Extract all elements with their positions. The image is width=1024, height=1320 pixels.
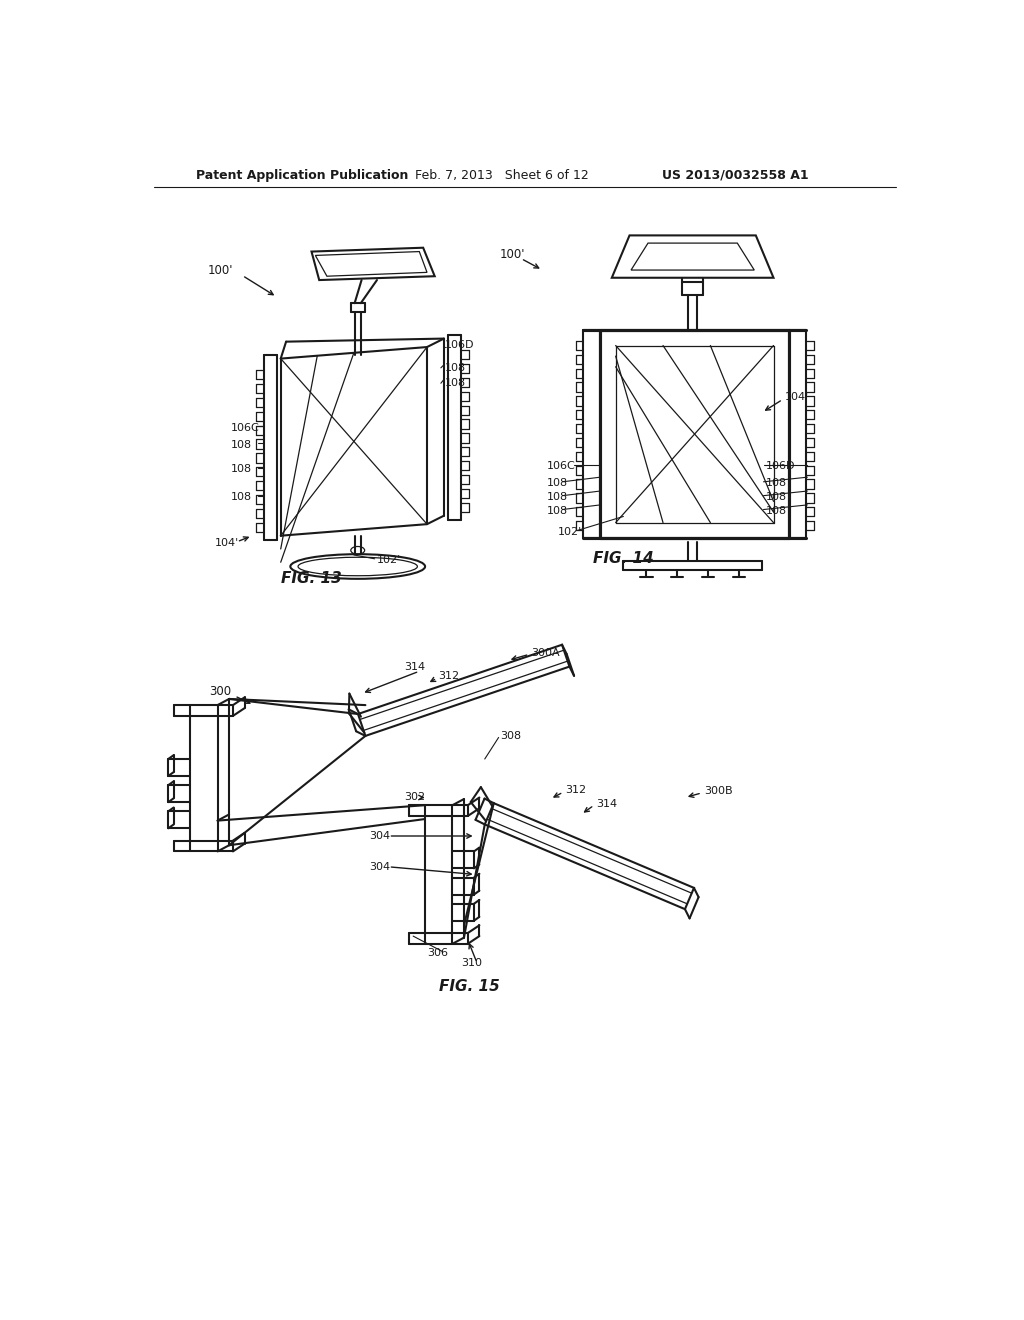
Text: FIG. 13: FIG. 13 — [281, 570, 341, 586]
Text: 108: 108 — [230, 465, 252, 474]
Text: 108: 108 — [444, 379, 466, 388]
Text: FIG. 15: FIG. 15 — [439, 978, 500, 994]
Text: 108: 108 — [547, 478, 567, 488]
Text: 100': 100' — [500, 248, 525, 261]
Text: FIG. 14: FIG. 14 — [593, 552, 653, 566]
Text: 102': 102' — [377, 556, 401, 565]
Text: 108: 108 — [766, 492, 786, 502]
Text: 312: 312 — [565, 785, 587, 795]
Text: 108: 108 — [766, 506, 786, 516]
Text: 108: 108 — [230, 492, 252, 502]
Text: 106D: 106D — [444, 339, 474, 350]
Text: 300A: 300A — [531, 648, 559, 657]
Text: Feb. 7, 2013   Sheet 6 of 12: Feb. 7, 2013 Sheet 6 of 12 — [416, 169, 589, 182]
Text: 108: 108 — [547, 492, 567, 502]
Text: 100': 100' — [208, 264, 233, 277]
Text: 314: 314 — [596, 799, 617, 809]
Text: 108: 108 — [766, 478, 786, 488]
Text: Patent Application Publication: Patent Application Publication — [196, 169, 409, 182]
Text: 306: 306 — [427, 948, 449, 958]
Text: 300: 300 — [209, 685, 231, 698]
Text: 104': 104' — [785, 392, 809, 403]
Text: 304: 304 — [370, 832, 390, 841]
Text: 108: 108 — [230, 440, 252, 450]
Text: 300B: 300B — [705, 787, 733, 796]
Text: 310: 310 — [462, 958, 482, 968]
Text: 102': 102' — [558, 527, 583, 537]
Text: 106D: 106D — [766, 462, 796, 471]
Text: 104': 104' — [215, 539, 240, 548]
Text: 314: 314 — [403, 661, 425, 672]
Text: US 2013/0032558 A1: US 2013/0032558 A1 — [662, 169, 809, 182]
Text: 106C: 106C — [230, 422, 259, 433]
Text: 108: 108 — [444, 363, 466, 372]
Text: 312: 312 — [438, 671, 460, 681]
Text: 302: 302 — [403, 792, 425, 803]
Text: 108: 108 — [547, 506, 567, 516]
Text: 308: 308 — [500, 731, 521, 741]
Text: 304: 304 — [370, 862, 390, 871]
Text: 106C: 106C — [547, 462, 575, 471]
